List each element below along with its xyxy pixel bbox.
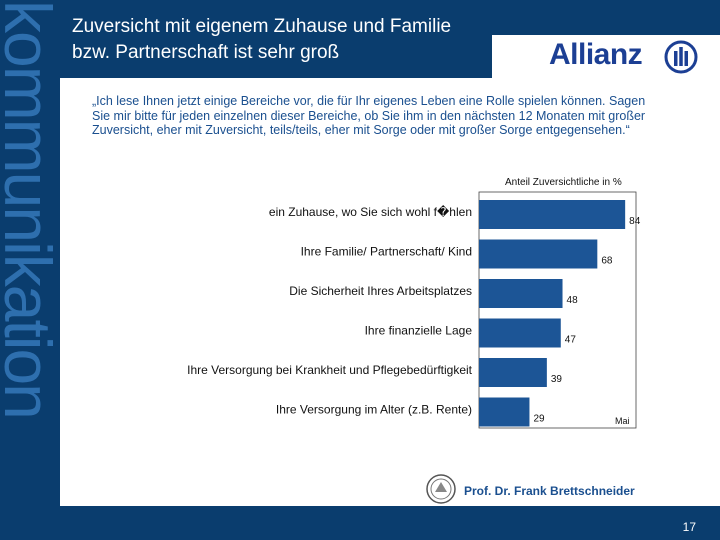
author-name: Prof. Dr. Frank Brettschneider [464,484,635,498]
series-label: Mai [615,416,630,426]
project-credit-line-1: Ein Gemeinschaftsprojekt der Universität… [131,471,414,485]
category-label-2: Die Sicherheit Ihres Arbeitsplatzes [289,284,472,298]
vertical-brand-word: kommunikation [0,0,60,418]
bar-4 [479,358,547,387]
allianz-eagle-icon [664,40,698,74]
value-label-5: 29 [533,414,545,425]
allianz-logo-text: Allianz [549,38,643,71]
title-line-2: bzw. Partnerschaft ist sehr groß [72,42,340,63]
project-credit-line-2: und der Allianz Deutschland AG. [241,487,414,501]
value-label-1: 68 [601,256,613,267]
intro-quote: „Ich lese Ihnen jetzt einige Bereiche vo… [92,94,646,137]
value-label-0: 84 [629,216,641,227]
plot-frame [478,191,637,429]
bar-2 [479,279,563,308]
value-label-2: 48 [567,295,579,306]
page-title: Zuversicht mit eigenem Zuhause und Famil… [72,14,492,66]
project-credit: Ein Gemeinschaftsprojekt der Universität… [122,470,414,502]
value-label-3: 47 [565,335,577,346]
left-sidebar-band: kommunikation [0,0,60,540]
bar-5 [479,397,530,427]
page-number: 17 [682,520,696,534]
value-label-4: 39 [551,374,563,385]
category-label-1: Ihre Familie/ Partnerschaft/ Kind [301,245,472,259]
chart-title: Anteil Zuversichtliche in % [505,177,622,188]
category-label-3: Ihre finanzielle Lage [365,324,473,338]
footer-band [60,506,720,540]
title-line-1: Zuversicht mit eigenem Zuhause und Famil… [72,16,452,37]
category-label-5: Ihre Versorgung im Alter (z.B. Rente) [276,403,472,417]
category-label-4: Ihre Versorgung bei Krankheit und Pflege… [187,363,473,377]
bar-1 [479,239,598,269]
university-seal-icon [424,472,458,506]
category-label-0: ein Zuhause, wo Sie sich wohl f�hlen [269,205,472,219]
bar-3 [479,318,561,348]
bar-0 [479,200,626,229]
